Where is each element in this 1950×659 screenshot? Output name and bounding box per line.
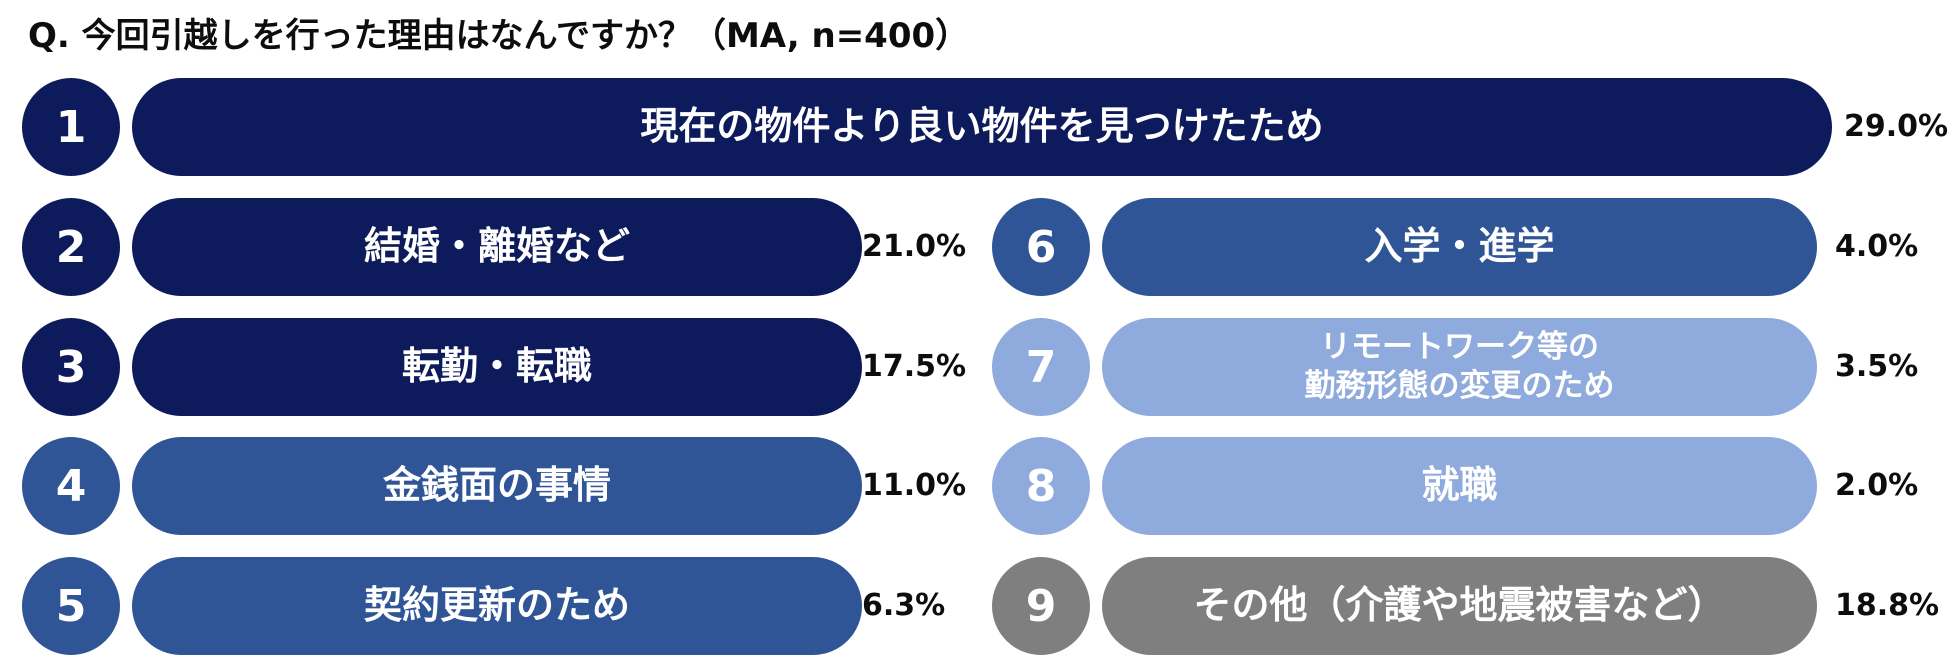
reason-item-9: 9 その他（介護や地震被害など） 18.8% bbox=[992, 557, 1950, 655]
reason-label: 現在の物件より良い物件を見つけたため bbox=[640, 104, 1324, 149]
rank-badge: 2 bbox=[22, 198, 120, 296]
percentage-label: 4.0% bbox=[1835, 229, 1919, 264]
reason-item-6: 6 入学・進学 4.0% bbox=[992, 198, 1950, 296]
percentage-label: 18.8% bbox=[1835, 588, 1940, 623]
reason-label: リモートワーク等の bbox=[1320, 329, 1599, 366]
reason-item-3: 3 転勤・転職 17.5% bbox=[22, 318, 992, 416]
reason-item-2: 2 結婚・離婚など 21.0% bbox=[22, 198, 992, 296]
question-title: Q. 今回引越しを行った理由はなんですか？（MA, n=400） bbox=[28, 16, 970, 56]
reason-item-5: 5 契約更新のため 6.3% bbox=[22, 557, 992, 655]
reason-label: 勤務形態の変更のため bbox=[1304, 368, 1615, 404]
percentage-label: 29.0% bbox=[1844, 109, 1949, 144]
reason-item-4: 4 金銭面の事情 11.0% bbox=[22, 437, 992, 535]
reason-label: その他（介護や地震被害など） bbox=[1193, 583, 1726, 628]
percentage-label: 11.0% bbox=[862, 468, 967, 503]
percentage-label: 6.3% bbox=[862, 588, 946, 623]
rank-badge: 4 bbox=[22, 437, 120, 535]
percentage-label: 21.0% bbox=[862, 229, 967, 264]
reason-bar: その他（介護や地震被害など） bbox=[1102, 557, 1817, 655]
percentage-label: 2.0% bbox=[1835, 468, 1919, 503]
rank-badge: 3 bbox=[22, 318, 120, 416]
reason-item-7: 7 リモートワーク等の 勤務形態の変更のため 3.5% bbox=[992, 318, 1950, 416]
reason-bar: 結婚・離婚など bbox=[132, 198, 862, 296]
percentage-label: 17.5% bbox=[862, 349, 967, 384]
rank-badge: 9 bbox=[992, 557, 1090, 655]
rank-badge: 8 bbox=[992, 437, 1090, 535]
reason-bar: 就職 bbox=[1102, 437, 1817, 535]
reason-item-8: 8 就職 2.0% bbox=[992, 437, 1950, 535]
reason-label: 入学・進学 bbox=[1364, 224, 1555, 269]
reason-bar: 契約更新のため bbox=[132, 557, 862, 655]
reason-label: 金銭面の事情 bbox=[382, 463, 611, 508]
reason-label: 転勤・転職 bbox=[401, 344, 592, 389]
reason-bar: 転勤・転職 bbox=[132, 318, 862, 416]
rank-badge: 6 bbox=[992, 198, 1090, 296]
reason-bar: リモートワーク等の 勤務形態の変更のため bbox=[1102, 318, 1817, 416]
reason-bar: 現在の物件より良い物件を見つけたため bbox=[132, 78, 1832, 176]
rank-badge: 1 bbox=[22, 78, 120, 176]
reason-item-1: 1 現在の物件より良い物件を見つけたため 29.0% bbox=[22, 78, 1950, 176]
percentage-label: 3.5% bbox=[1835, 349, 1919, 384]
reason-bar: 入学・進学 bbox=[1102, 198, 1817, 296]
rank-badge: 7 bbox=[992, 318, 1090, 416]
reason-label: 結婚・離婚など bbox=[363, 224, 630, 269]
reason-label: 就職 bbox=[1421, 463, 1498, 508]
reason-bar: 金銭面の事情 bbox=[132, 437, 862, 535]
rank-badge: 5 bbox=[22, 557, 120, 655]
reason-label: 契約更新のため bbox=[363, 583, 630, 628]
